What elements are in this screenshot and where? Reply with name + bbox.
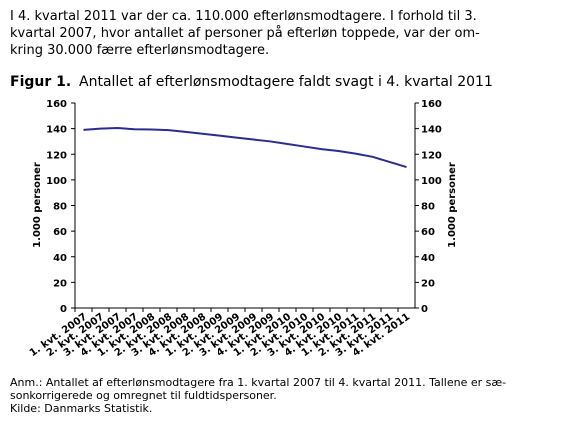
y2-tick-label: 40 — [421, 253, 435, 264]
y-tick-label: 40 — [53, 253, 67, 264]
figure-label: Figur 1. — [10, 74, 71, 90]
intro-line: kring 30.000 færre efterlønsmodtagere. — [10, 43, 269, 58]
y-axis-title: 1.000 personer — [32, 162, 43, 248]
note-line: Anm.: Antallet af efterlønsmodtagere fra… — [10, 376, 506, 389]
y2-tick-label: 80 — [421, 202, 435, 213]
y2-axis-title: 1.000 personer — [447, 162, 458, 248]
note-line: sonkorrigerede og omregnet til fuldtidsp… — [10, 389, 277, 402]
line-series — [83, 126, 407, 169]
y2-tick-label: 20 — [421, 278, 435, 289]
y-tick-label: 0 — [60, 304, 67, 315]
y-tick-label: 60 — [53, 227, 67, 238]
intro-line: kvartal 2007, hvor antallet af personer … — [10, 26, 480, 41]
intro-line: I 4. kvartal 2011 var der ca. 110.000 ef… — [10, 9, 477, 24]
y2-tick-label: 140 — [421, 125, 442, 136]
y2-tick-label: 100 — [421, 176, 442, 187]
y2-tick-label: 120 — [421, 150, 442, 161]
y-tick-label: 20 — [53, 278, 67, 289]
y2-tick-label: 60 — [421, 227, 435, 238]
y-tick-label: 160 — [46, 99, 67, 110]
y-tick-label: 100 — [46, 176, 67, 187]
source: Kilde: Danmarks Statistik. — [10, 402, 152, 415]
y-tick-label: 120 — [46, 150, 67, 161]
chart-title: Antallet af efterlønsmodtagere faldt sva… — [79, 74, 493, 90]
y-tick-label: 140 — [46, 125, 67, 136]
y-tick-label: 80 — [53, 202, 67, 213]
y2-tick-label: 0 — [421, 304, 428, 315]
y2-tick-label: 160 — [421, 99, 442, 110]
